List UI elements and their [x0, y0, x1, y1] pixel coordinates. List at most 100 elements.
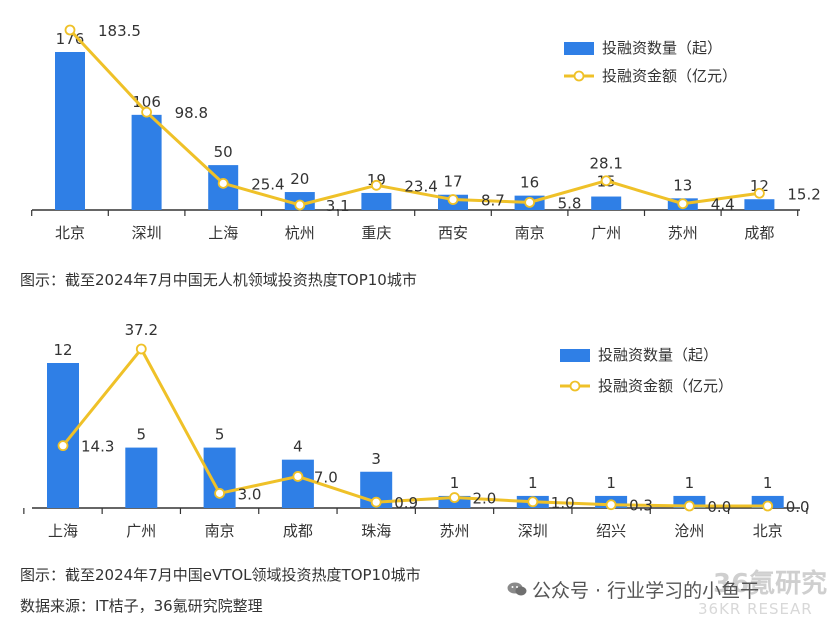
chart1-bar: [131, 114, 162, 210]
chart1-category-label: 南京: [515, 224, 545, 242]
chart2-amount-point: [684, 500, 695, 512]
chart2-category-label: 绍兴: [596, 522, 626, 540]
chart1-bar-label: 16: [520, 174, 539, 192]
chart1-legend-bar-label: 投融资数量（起）: [602, 39, 722, 57]
chart1-bar: [361, 192, 392, 210]
chart2-category-label: 广州: [126, 522, 156, 540]
chart1-amount-point: [754, 187, 765, 199]
chart1-amount-label: 3.1: [326, 197, 350, 215]
chart2-bar: [281, 459, 314, 508]
chart2-category-label: 苏州: [439, 522, 469, 540]
chart2-amount-label: 37.2: [125, 321, 158, 339]
chart2-amount-label: 0.3: [629, 497, 653, 515]
chart2-bar-label: 3: [371, 450, 381, 468]
chart2-amount-label: 0.0: [786, 498, 810, 516]
chart2-bar-label: 1: [528, 474, 538, 492]
chart2-amount-label: 3.0: [238, 485, 262, 503]
chart2-bar-label: 12: [53, 341, 72, 359]
chart2-amount-label: 0.0: [707, 498, 731, 516]
chart1-bar-label: 12: [750, 177, 769, 195]
chart2-amount-point: [214, 487, 226, 499]
chart1-category-label: 成都: [744, 224, 774, 242]
chart2-category-label: 成都: [283, 522, 313, 540]
chart1-bar-label: 17: [443, 173, 462, 191]
chart2-bar-label: 5: [215, 426, 225, 444]
chart1-amount-point: [217, 177, 229, 189]
chart2-amount-label: 7.0: [314, 468, 338, 486]
chart1-category-label: 重庆: [361, 224, 391, 242]
chart2-legend-bar-label: 投融资数量（起）: [598, 346, 718, 364]
chart1-bar-label: 13: [673, 176, 692, 194]
chart1-amount-label: 183.5: [98, 22, 141, 40]
chart2-caption: 图示：截至2024年7月中国eVTOL领域投资热度TOP10城市: [20, 566, 421, 584]
chart2-bar-label: 5: [137, 426, 147, 444]
chart1-amount-point: [141, 106, 153, 118]
chart1-legend-bar-swatch: [564, 42, 594, 55]
chart1-amount-point: [524, 196, 535, 208]
chart1-amount-point: [64, 24, 76, 36]
chart2-category-label: 珠海: [361, 522, 391, 540]
chart1-category-label: 北京: [55, 224, 85, 242]
chart1-legend-line-marker: [573, 70, 585, 82]
chart1-amount-label: 25.4: [251, 175, 284, 193]
chart2-amount-point: [57, 440, 69, 452]
chart1-amount-label: 28.1: [589, 155, 622, 173]
chart1-category-label: 西安: [438, 224, 468, 242]
chart2-bar-label: 1: [606, 474, 616, 492]
chart2-amount-point: [527, 496, 539, 508]
chart2-bar-label: 4: [293, 438, 303, 456]
chart2-legend-bar-swatch: [560, 349, 590, 362]
chart1-bar: [55, 52, 85, 210]
chart2-amount-label: 0.9: [394, 494, 418, 512]
chart2-amount-point: [605, 499, 617, 511]
chart1-category-label: 苏州: [668, 224, 698, 242]
chart2-bar-label: 1: [450, 474, 460, 492]
chart2-bar-label: 1: [685, 474, 695, 492]
chart2-amount-label: 1.0: [551, 494, 575, 512]
chart1-amount-label: 15.2: [787, 185, 820, 203]
chart2-legend-line-marker: [569, 380, 581, 392]
chart1-amount-point: [677, 198, 689, 210]
chart1-amount-label: 8.7: [481, 192, 505, 210]
chart2-amount-line: [61, 347, 768, 508]
chart1-amount-point: [447, 194, 459, 205]
chart1-amount-label: 4.4: [711, 196, 735, 214]
chart1-category-label: 深圳: [132, 224, 162, 242]
chart2-category-label: 沧州: [674, 522, 704, 540]
chart2-bar-label: 1: [763, 474, 773, 492]
chart2-amount-label: 14.3: [81, 438, 114, 456]
chart1-caption: 图示：截至2024年7月中国无人机领域投资热度TOP10城市: [20, 271, 417, 289]
chart2-bar: [47, 363, 79, 508]
chart2-amount-point: [449, 492, 460, 503]
chart1-legend-line-label: 投融资金额（亿元）: [602, 67, 737, 85]
chart1-bar-label: 50: [214, 143, 233, 161]
chart1-category-label: 上海: [208, 224, 238, 242]
chart1-amount-point: [294, 199, 306, 211]
chart2-amount-point: [762, 500, 774, 512]
chart1-category-label: 杭州: [285, 224, 315, 242]
chart2-bar: [203, 447, 236, 508]
chart1-amount-point: [370, 179, 382, 191]
chart2-category-label: 南京: [205, 522, 235, 540]
chart2-category-label: 深圳: [518, 522, 548, 540]
chart1-amount-label: 23.4: [404, 177, 437, 195]
chart1-bar: [744, 199, 775, 210]
chart2-category-label: 北京: [753, 522, 783, 540]
chart2-bar: [125, 447, 158, 508]
chart2-legend-line-label: 投融资金额（亿元）: [598, 377, 733, 395]
chart1-amount-label: 5.8: [558, 194, 582, 212]
chart1-bar-label: 176: [56, 30, 85, 48]
watermark-ghost-subtitle: 36KR RESEAR: [698, 600, 813, 618]
source-note: 数据来源：IT桔子，36氪研究院整理: [20, 597, 263, 615]
chart2-amount-point: [292, 471, 304, 482]
watermark-ghost-title: 36氪研究: [713, 569, 828, 599]
wechat-icon: [507, 582, 527, 596]
chart1-amount-line: [68, 28, 760, 207]
watermark-text: 公众号 · 行业学习的小鱼干: [532, 580, 760, 602]
chart1-category-label: 广州: [591, 224, 621, 242]
chart1-bar: [591, 196, 622, 210]
chart2-amount-label: 2.0: [473, 490, 497, 508]
chart2-amount-point: [135, 343, 147, 355]
chart1-amount-point: [600, 175, 612, 187]
